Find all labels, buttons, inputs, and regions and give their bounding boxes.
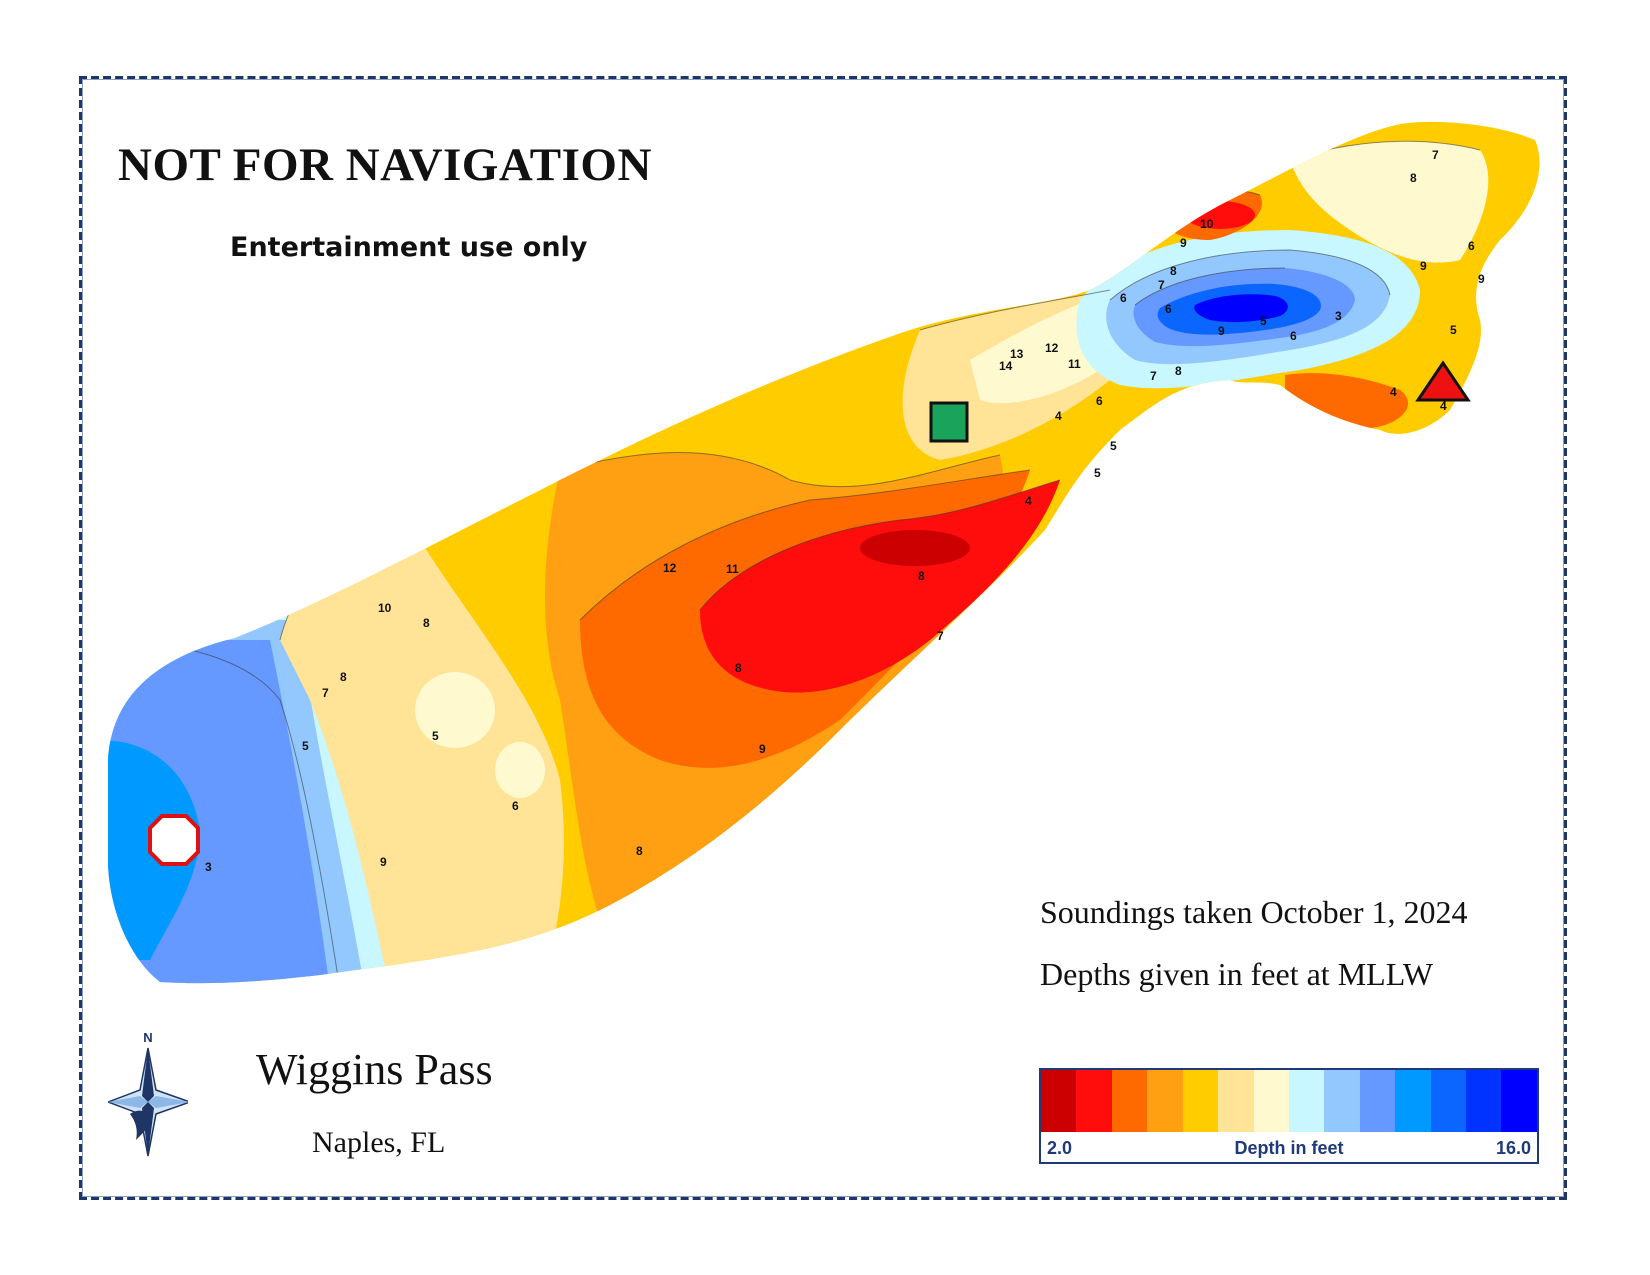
contour-label: 9 xyxy=(1218,324,1225,338)
contour-label: 5 xyxy=(302,739,309,753)
contour-label: 9 xyxy=(759,742,766,756)
contour-label: 8 xyxy=(340,670,347,684)
not-for-navigation-title: NOT FOR NAVIGATION xyxy=(118,139,652,191)
contour-label: 11 xyxy=(726,562,739,576)
legend-swatch-5 xyxy=(1218,1070,1254,1132)
contour-label: 12 xyxy=(1045,341,1059,355)
compass-rose-icon: N xyxy=(108,1030,188,1157)
contour-label: 7 xyxy=(1158,278,1165,292)
legend-min-label: 2.0 xyxy=(1047,1138,1073,1158)
contour-label: 6 xyxy=(1290,329,1297,343)
legend-swatch-11 xyxy=(1430,1070,1467,1132)
red-octagon-marker xyxy=(148,814,200,866)
contour-label: 6 xyxy=(1468,239,1475,253)
legend-swatch-3 xyxy=(1147,1070,1183,1132)
map-border xyxy=(79,76,1567,1200)
legend-title: Depth in feet xyxy=(1234,1138,1344,1158)
entertainment-use-subtitle: Entertainment use only xyxy=(230,232,588,263)
contour-label: 4 xyxy=(1440,399,1447,413)
legend-swatch-1 xyxy=(1076,1070,1112,1132)
legend-swatch-12 xyxy=(1466,1070,1502,1132)
contour-label: 8 xyxy=(1410,171,1417,185)
contour-label: 5 xyxy=(1094,466,1101,480)
contour-label: 5 xyxy=(432,729,439,743)
contour-label: 8 xyxy=(636,844,643,858)
contour-label: 4 xyxy=(1025,494,1032,508)
contour-label: 8 xyxy=(1170,264,1177,278)
contour-label: 5 xyxy=(1260,314,1267,328)
red-triangle-marker xyxy=(1415,360,1471,402)
contour-label: 6 xyxy=(1096,394,1103,408)
contour-label: 9 xyxy=(1180,236,1187,250)
contour-label: 8 xyxy=(1175,364,1182,378)
depth-legend: 2.0 Depth in feet 16.0 xyxy=(1039,1068,1539,1164)
legend-swatch-2 xyxy=(1111,1070,1148,1132)
legend-swatch-6 xyxy=(1253,1070,1289,1132)
contour-label: 4 xyxy=(1390,385,1397,399)
map-inner-border xyxy=(82,79,1564,1197)
contour-label: 14 xyxy=(999,359,1013,373)
location-title: Wiggins Pass xyxy=(256,1045,493,1094)
contour-label: 7 xyxy=(1432,148,1439,162)
contour-label: 7 xyxy=(1150,369,1157,383)
contour-label: 8 xyxy=(423,616,430,630)
contour-label: 12 xyxy=(663,561,677,575)
legend-swatch-9 xyxy=(1359,1070,1396,1132)
contour-label: 5 xyxy=(1450,323,1457,337)
contour-label: 11 xyxy=(1068,357,1081,371)
contour-label: 3 xyxy=(205,860,212,874)
depth-datum-note: Depths given in feet at MLLW xyxy=(1040,956,1434,992)
legend-swatch-13 xyxy=(1501,1070,1537,1132)
legend-color-bar xyxy=(1041,1070,1537,1132)
contour-label: 6 xyxy=(1120,291,1127,305)
legend-swatch-8 xyxy=(1324,1070,1360,1132)
north-label: N xyxy=(143,1030,152,1045)
contour-label: 9 xyxy=(1420,259,1427,273)
contour-label: 9 xyxy=(380,855,387,869)
contour-label: 7 xyxy=(322,686,329,700)
contour-label: 6 xyxy=(1165,302,1172,316)
contour-label: 6 xyxy=(512,799,519,813)
contour-label: 4 xyxy=(1055,409,1062,423)
legend-swatch-7 xyxy=(1288,1070,1325,1132)
contour-label: 8 xyxy=(918,569,925,583)
contour-label: 8 xyxy=(735,661,742,675)
contour-label: 9 xyxy=(1478,272,1485,286)
soundings-date-note: Soundings taken October 1, 2024 xyxy=(1040,894,1468,930)
legend-swatch-4 xyxy=(1182,1070,1219,1132)
contour-label: 10 xyxy=(1200,217,1214,231)
contour-label: 10 xyxy=(378,601,392,615)
contour-label: 3 xyxy=(1335,309,1342,323)
contour-label: 5 xyxy=(1110,439,1117,453)
contour-label: 7 xyxy=(937,629,944,643)
location-subtitle: Naples, FL xyxy=(312,1126,446,1159)
legend-max-label: 16.0 xyxy=(1495,1138,1531,1158)
contour-label: 13 xyxy=(1010,347,1024,361)
green-square-marker xyxy=(929,401,969,443)
legend-swatch-0 xyxy=(1041,1070,1077,1132)
legend-swatch-10 xyxy=(1395,1070,1431,1132)
